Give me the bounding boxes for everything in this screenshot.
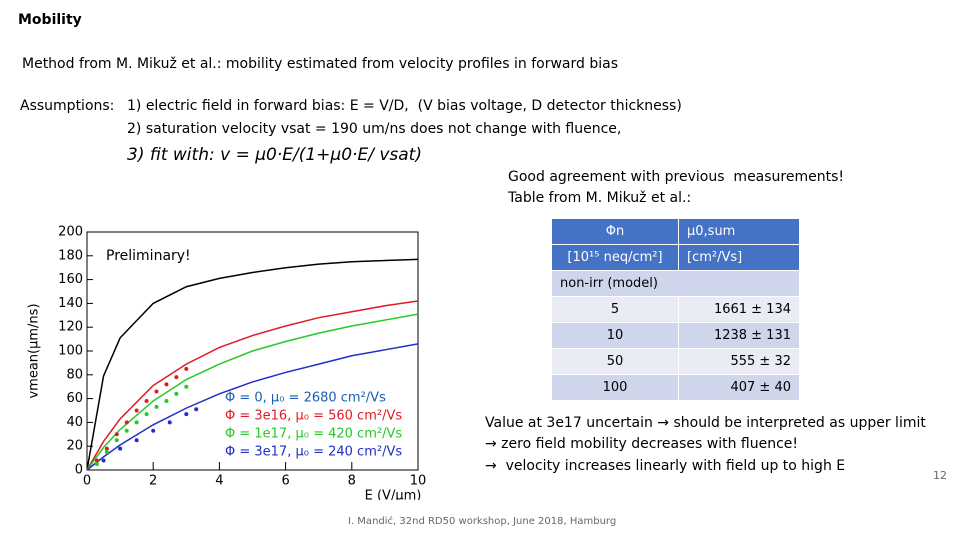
fit-curve [86, 300, 419, 471]
slide-title: Mobility [18, 12, 82, 28]
x-tick-label: 2 [149, 474, 157, 489]
y-tick-label: 100 [58, 344, 83, 359]
cell: [10¹⁵ neq/cm²] [551, 244, 679, 271]
conclusion: Value at 3e17 uncertain → should be inte… [485, 415, 926, 431]
page-number: 12 [933, 469, 947, 482]
conclusion: → zero field mobility decreases with flu… [485, 436, 798, 452]
y-tick-label: 160 [58, 272, 83, 287]
data-point [101, 458, 106, 463]
cell: 1661 ± 134 [678, 296, 800, 323]
x-tick-label: 0 [83, 474, 91, 489]
data-point [114, 438, 119, 443]
cell: 1238 ± 131 [678, 322, 800, 349]
y-tick-label: 120 [58, 320, 83, 335]
cell: [cm²/Vs] [678, 244, 800, 271]
y-tick-label: 0 [75, 463, 83, 478]
data-point [104, 450, 109, 455]
assumption: 3) fit with: v = μ0·E/(1+μ0·E/ vsat) [127, 145, 422, 165]
data-point [174, 375, 179, 380]
data-point [124, 428, 129, 433]
cell: 50 [551, 348, 679, 375]
data-point [174, 391, 179, 396]
x-axis-label: E (V/μm) [365, 489, 422, 501]
data-point [114, 432, 119, 437]
data-point [118, 446, 123, 451]
assumption: 1) electric field in forward bias: E = V… [127, 98, 682, 114]
data-point [167, 420, 172, 425]
cell: 100 [551, 374, 679, 401]
note: Good agreement with previous measurement… [508, 169, 845, 185]
data-point [194, 407, 199, 412]
y-tick-label: 60 [66, 391, 83, 406]
y-tick-label: 40 [66, 415, 83, 430]
cell: 10 [551, 322, 679, 349]
cell: 407 ± 40 [678, 374, 800, 401]
data-point [151, 428, 156, 433]
data-point [134, 420, 139, 425]
y-tick-label: 180 [58, 248, 83, 263]
data-point [94, 458, 99, 463]
method: Method from M. Mikuž et al.: mobility es… [22, 56, 618, 72]
cell: 555 ± 32 [678, 348, 800, 375]
x-tick-label: 4 [215, 474, 223, 489]
data-point [184, 384, 189, 389]
data-point [94, 462, 99, 467]
data-point [164, 398, 169, 403]
data-point [134, 438, 139, 443]
legend-entry: Φ = 0, μ₀ = 2680 cm²/Vs [225, 391, 386, 406]
data-point [164, 382, 169, 387]
header-cell: Φn [551, 218, 679, 245]
assumptions-label: Assumptions: [20, 98, 115, 114]
table: Φn μ0,sum [10¹⁵ neq/cm²] [cm²/Vs] non-irr … [551, 218, 800, 401]
x-tick-label: 8 [348, 474, 356, 489]
chart: 0 20 40 60 80 100 120 140 160 180 200 0 2 4 6 8 10E (V/μ… [27, 225, 427, 501]
note: Table from M. Mikuž et al.: [508, 190, 692, 206]
legend-entry: Φ = 3e17, μ₀ = 240 cm²/Vs [225, 445, 402, 460]
annotation: Preliminary! [106, 248, 191, 264]
assumption: 2) saturation velocity vsat = 190 um/ns … [127, 121, 622, 137]
data-point [154, 404, 159, 409]
x-tick-label: 10 [410, 474, 427, 489]
data-point [104, 446, 109, 451]
fit-curve [86, 343, 419, 471]
y-tick-label: 200 [58, 225, 83, 240]
data-point [154, 389, 159, 394]
cell: 5 [551, 296, 679, 323]
y-tick-label: 140 [58, 296, 83, 311]
y-tick-label: 20 [66, 439, 83, 454]
legend-entry: Φ = 1e17, μ₀ = 420 cm²/Vs [225, 427, 402, 442]
legend-entry: Φ = 3e16, μ₀ = 560 cm²/Vs [225, 409, 402, 424]
x-tick-label: 6 [281, 474, 289, 489]
data-point [184, 412, 189, 417]
header-cell: μ0,sum [678, 218, 800, 245]
data-point [144, 398, 149, 403]
y-tick-label: 80 [66, 367, 83, 382]
data-point [124, 420, 129, 425]
y-axis-label: vmean(μm/ns) [27, 303, 42, 398]
data-point [184, 366, 189, 371]
fit-curve [86, 258, 419, 471]
conclusion: → velocity increases linearly with field… [485, 458, 846, 474]
data-point [144, 412, 149, 417]
cell: non-irr (model) [551, 270, 800, 297]
footer: I. Mandić, 32nd RD50 workshop, June 2018… [348, 516, 617, 527]
data-point [134, 408, 139, 413]
